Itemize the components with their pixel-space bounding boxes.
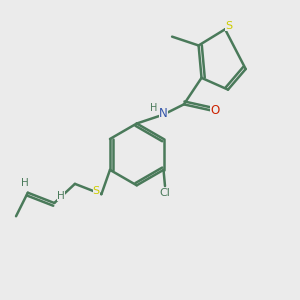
Text: S: S <box>225 21 232 31</box>
Text: H: H <box>57 190 65 201</box>
Text: O: O <box>210 104 219 117</box>
Text: N: N <box>159 107 168 120</box>
Text: H: H <box>150 103 158 113</box>
Text: S: S <box>93 186 100 196</box>
Text: Cl: Cl <box>160 188 170 197</box>
Text: H: H <box>21 178 29 188</box>
